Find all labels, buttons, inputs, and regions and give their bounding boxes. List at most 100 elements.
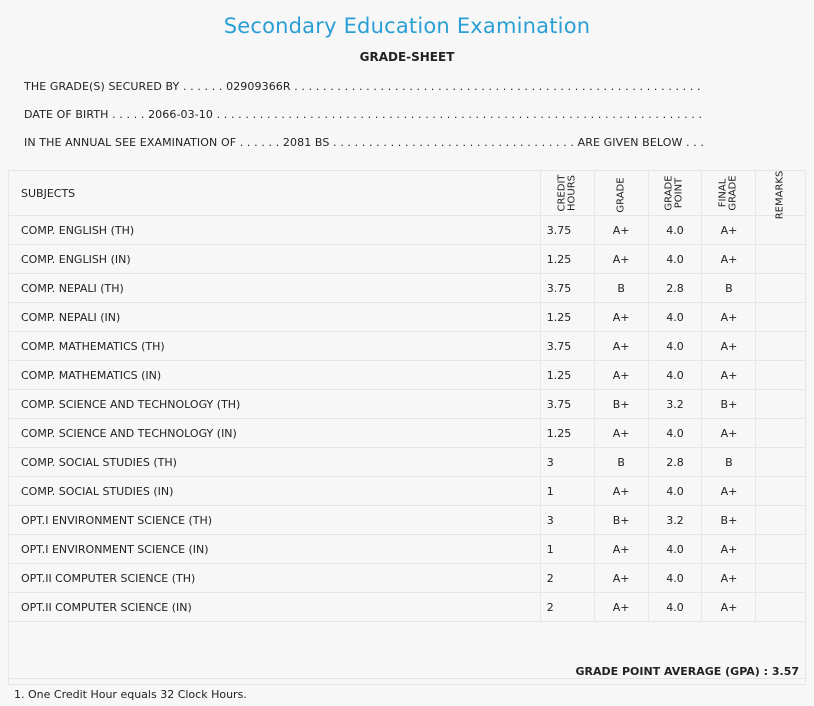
grade-point-cell: 4.0	[647, 331, 703, 361]
credit-hours-cell: 3.75	[539, 215, 595, 245]
remarks-cell	[755, 215, 806, 245]
subject-cell: COMP. NEPALI (TH)	[8, 273, 541, 303]
credit-hours-cell: 1	[539, 534, 595, 564]
subject-cell: OPT.II COMPUTER SCIENCE (IN)	[8, 592, 541, 622]
table-row: COMP. SCIENCE AND TECHNOLOGY (IN) 1.25 A+ 4…	[8, 418, 806, 448]
subject-cell: OPT.I ENVIRONMENT SCIENCE (IN)	[8, 534, 541, 564]
subject-cell: COMP. ENGLISH (TH)	[8, 215, 541, 245]
table-row: OPT.I ENVIRONMENT SCIENCE (TH) 3 B+ 3.2 B+	[8, 505, 806, 535]
remarks-cell	[755, 505, 806, 535]
credit-hours-cell: 2	[539, 563, 595, 593]
credit-hours-cell: 1	[539, 476, 595, 506]
table-row: COMP. SOCIAL STUDIES (TH) 3 B 2.8 B	[8, 447, 806, 477]
remarks-cell	[755, 592, 806, 622]
table-row: COMP. NEPALI (TH) 3.75 B 2.8 B	[8, 273, 806, 303]
grade-point-cell: 4.0	[647, 534, 703, 564]
grade-point-cell: 4.0	[647, 476, 703, 506]
credit-hours-cell: 1.25	[539, 360, 595, 390]
table-row: COMP. ENGLISH (IN) 1.25 A+ 4.0 A+	[8, 244, 806, 274]
table-row: OPT.II COMPUTER SCIENCE (IN) 2 A+ 4.0 A+	[8, 592, 806, 622]
table-header-row: SUBJECTS CREDIT HOURS GRADE GRADE POINT FI…	[8, 170, 806, 219]
final-grade-cell: A+	[701, 592, 757, 622]
grade-table: SUBJECTS CREDIT HOURS GRADE GRADE POINT FI…	[8, 170, 806, 685]
header-final-grade: FINAL GRADE	[701, 170, 757, 216]
grade-cell: A+	[593, 592, 649, 622]
footer-note: 1. One Credit Hour equals 32 Clock Hours…	[14, 688, 247, 701]
final-grade-cell: B+	[701, 389, 757, 419]
grade-point-cell: 4.0	[647, 418, 703, 448]
grade-cell: A+	[593, 563, 649, 593]
remarks-cell	[755, 302, 806, 332]
grade-cell: B+	[593, 505, 649, 535]
final-grade-cell: B	[701, 273, 757, 303]
credit-hours-cell: 2	[539, 592, 595, 622]
grade-point-cell: 3.2	[647, 505, 703, 535]
table-row: COMP. MATHEMATICS (IN) 1.25 A+ 4.0 A+	[8, 360, 806, 390]
table-row: OPT.I ENVIRONMENT SCIENCE (IN) 1 A+ 4.0 A+	[8, 534, 806, 564]
table-row: COMP. NEPALI (IN) 1.25 A+ 4.0 A+	[8, 302, 806, 332]
subject-cell: COMP. SCIENCE AND TECHNOLOGY (IN)	[8, 418, 541, 448]
info-date-of-birth: DATE OF BIRTH . . . . . 2066-03-10 . . .…	[24, 108, 703, 121]
final-grade-cell: A+	[701, 563, 757, 593]
grade-point-cell: 2.8	[647, 273, 703, 303]
header-remarks: REMARKS	[755, 170, 806, 219]
final-grade-cell: A+	[701, 360, 757, 390]
subject-cell: COMP. SOCIAL STUDIES (IN)	[8, 476, 541, 506]
table-row: COMP. SCIENCE AND TECHNOLOGY (TH) 3.75 B+ 3…	[8, 389, 806, 419]
subject-cell: OPT.II COMPUTER SCIENCE (TH)	[8, 563, 541, 593]
grade-cell: A+	[593, 476, 649, 506]
page-subtitle: GRADE-SHEET	[359, 50, 455, 64]
remarks-cell	[755, 244, 806, 274]
final-grade-cell: A+	[701, 302, 757, 332]
final-grade-cell: A+	[701, 418, 757, 448]
credit-hours-cell: 3	[539, 505, 595, 535]
header-final-grade-label: GRADE	[727, 175, 739, 211]
credit-hours-cell: 3.75	[539, 273, 595, 303]
subject-cell: COMP. MATHEMATICS (TH)	[8, 331, 541, 361]
header-hours-label: HOURS	[566, 174, 578, 212]
grade-cell: A+	[593, 244, 649, 274]
credit-hours-cell: 3.75	[539, 331, 595, 361]
info-grades-secured-by: THE GRADE(S) SECURED BY . . . . . . 0290…	[24, 80, 701, 93]
grade-cell: A+	[593, 360, 649, 390]
header-remarks-label: REMARKS	[774, 170, 786, 219]
grade-cell: A+	[593, 215, 649, 245]
table-row: COMP. ENGLISH (TH) 3.75 A+ 4.0 A+	[8, 215, 806, 245]
table-row: OPT.II COMPUTER SCIENCE (TH) 2 A+ 4.0 A+	[8, 563, 806, 593]
grade-point-cell: 3.2	[647, 389, 703, 419]
grade-point-cell: 4.0	[647, 563, 703, 593]
final-grade-cell: B	[701, 447, 757, 477]
credit-hours-cell: 3	[539, 447, 595, 477]
header-grade: GRADE	[593, 170, 649, 216]
remarks-cell	[755, 331, 806, 361]
grade-cell: A+	[593, 418, 649, 448]
subject-cell: COMP. MATHEMATICS (IN)	[8, 360, 541, 390]
header-grade-point: GRADE POINT	[647, 170, 703, 216]
header-subjects: SUBJECTS	[8, 170, 541, 216]
grade-cell: B+	[593, 389, 649, 419]
credit-hours-cell: 1.25	[539, 244, 595, 274]
credit-hours-cell: 1.25	[539, 302, 595, 332]
grade-point-cell: 4.0	[647, 215, 703, 245]
final-grade-cell: A+	[701, 331, 757, 361]
subject-cell: OPT.I ENVIRONMENT SCIENCE (TH)	[8, 505, 541, 535]
grade-cell: B	[593, 273, 649, 303]
subject-cell: COMP. SCIENCE AND TECHNOLOGY (TH)	[8, 389, 541, 419]
header-grade-label: GRADE	[615, 176, 627, 213]
info-annual-exam: IN THE ANNUAL SEE EXAMINATION OF . . . .…	[24, 136, 705, 149]
remarks-cell	[755, 389, 806, 419]
remarks-cell	[755, 273, 806, 303]
final-grade-cell: A+	[701, 215, 757, 245]
table-row: COMP. SOCIAL STUDIES (IN) 1 A+ 4.0 A+	[8, 476, 806, 506]
grade-point-cell: 4.0	[647, 592, 703, 622]
footer-divider	[8, 678, 806, 679]
credit-hours-cell: 3.75	[539, 389, 595, 419]
gpa-row: GRADE POINT AVERAGE (GPA) : 3.57	[8, 621, 806, 685]
grade-cell: A+	[593, 534, 649, 564]
page-title: Secondary Education Examination	[223, 14, 591, 38]
grade-point-cell: 4.0	[647, 244, 703, 274]
grade-cell: B	[593, 447, 649, 477]
grade-cell: A+	[593, 302, 649, 332]
final-grade-cell: A+	[701, 476, 757, 506]
grade-point-cell: 2.8	[647, 447, 703, 477]
